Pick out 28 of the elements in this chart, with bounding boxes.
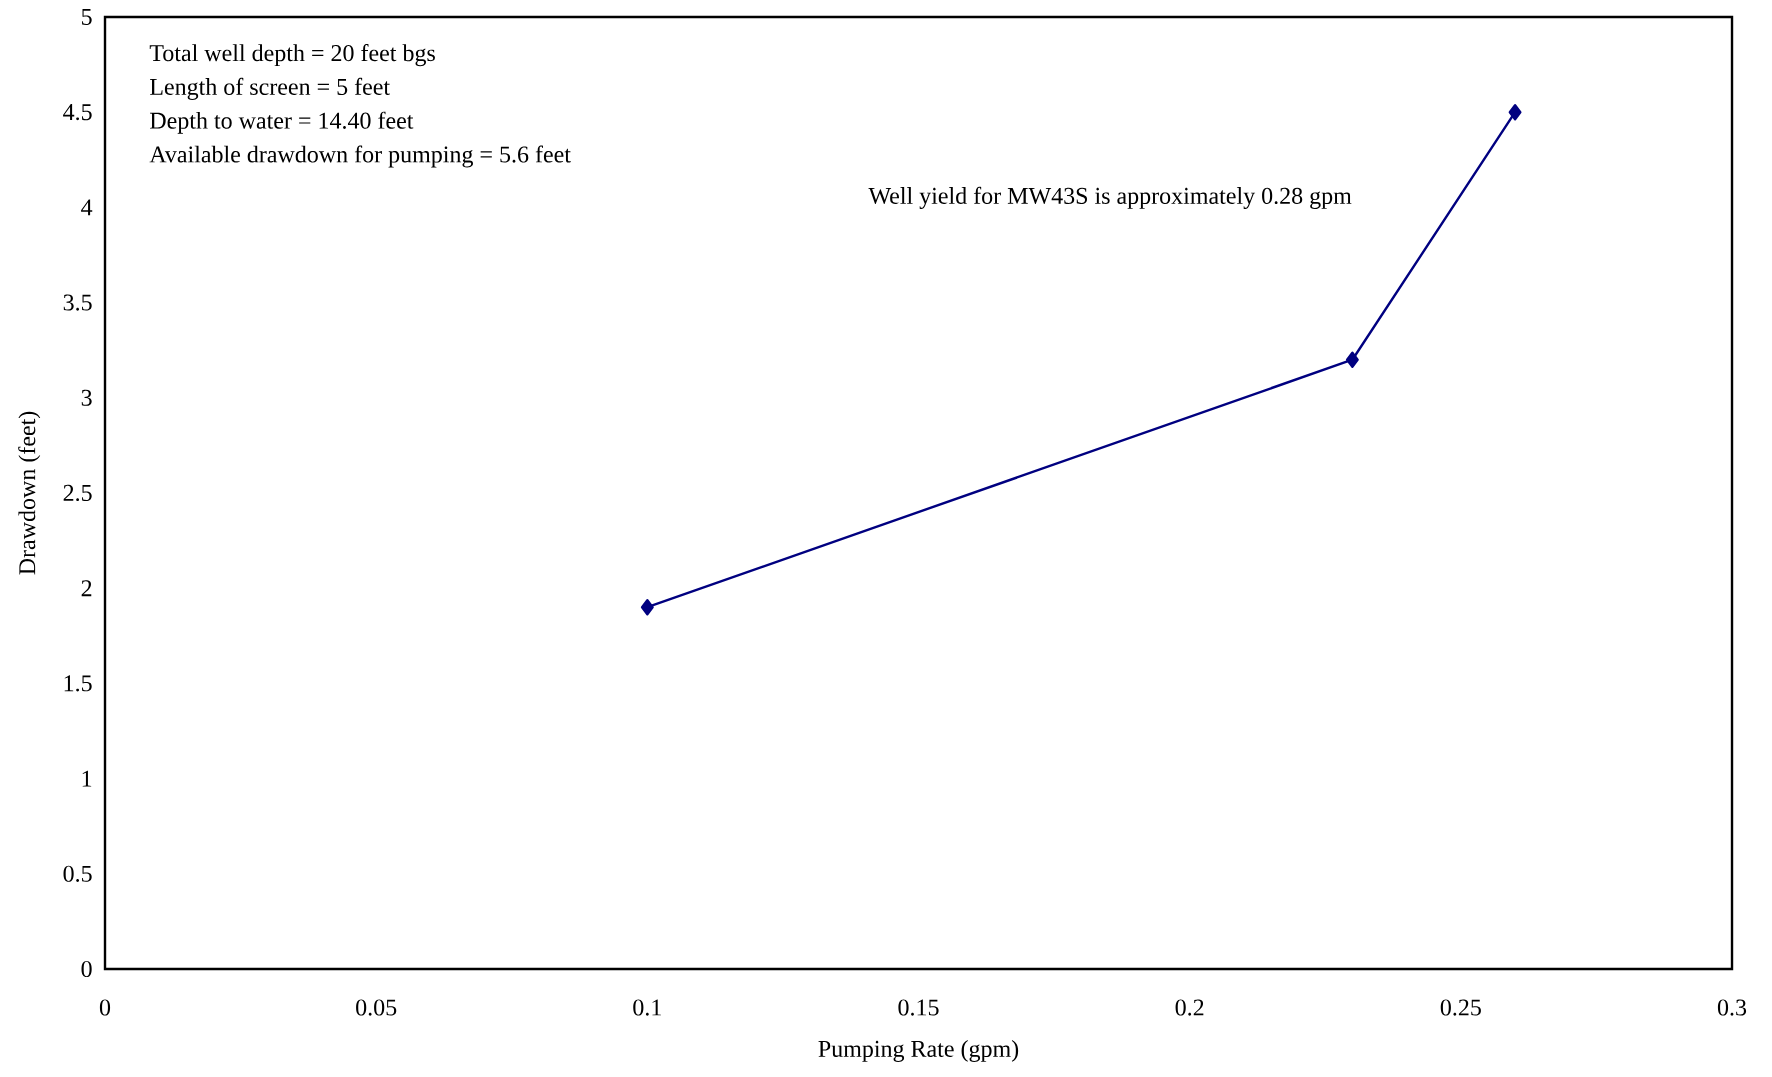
annotation: Well yield for MW43S is approximately 0.28 gpm [868, 186, 1352, 209]
y-tick-label: 0 [81, 960, 92, 978]
x-tick-label: 0.1 [633, 999, 661, 1016]
y-axis-title: Drawdown (feet) [18, 411, 41, 575]
y-tick-label: 5 [81, 9, 92, 25]
y-tick-label: 2.5 [63, 484, 92, 502]
annotation: Total well depth = 20 feet bgs [149, 44, 435, 67]
point [1345, 351, 1359, 368]
annotation: Depth to water = 14.40 feet [150, 111, 414, 134]
x-tick-label: 0.2 [1175, 999, 1204, 1016]
annotation: Available drawdown for pumping = 5.6 feet [149, 145, 571, 168]
y-tick-label: 1.5 [64, 675, 92, 692]
annotation: Length of screen = 5 feet [150, 77, 390, 100]
y-tick-label: 4 [81, 199, 93, 216]
y-tick-label: 2 [81, 580, 92, 597]
y-tick-label: 4.5 [63, 104, 92, 121]
x-tick-label: 0.3 [1717, 999, 1747, 1016]
y-tick-label: 3.5 [63, 294, 92, 311]
x-tick-label: 0.25 [1440, 999, 1481, 1016]
x-axis-title: Pumping Rate (gpm) [818, 1040, 1019, 1062]
point [1508, 104, 1522, 121]
point [640, 599, 654, 616]
x-tick-label: 0 [99, 999, 111, 1016]
x-tick-label: 0.05 [356, 999, 397, 1016]
x-tick-label: 0.15 [898, 999, 939, 1016]
y-tick-label: 1 [82, 770, 92, 787]
y-tick-label: 0.5 [63, 865, 92, 882]
y-tick-label: 3 [81, 389, 92, 406]
